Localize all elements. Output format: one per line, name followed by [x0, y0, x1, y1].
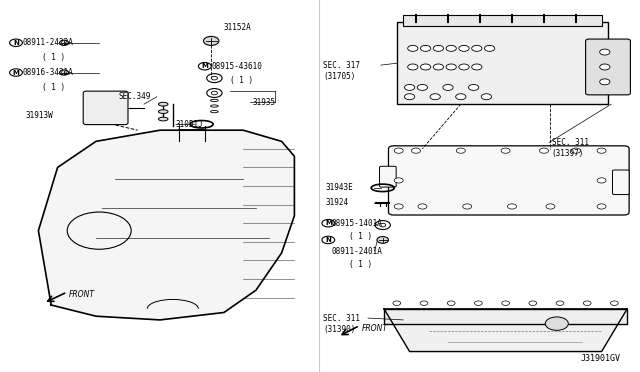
Circle shape — [484, 45, 495, 51]
Circle shape — [456, 94, 466, 100]
Circle shape — [394, 204, 403, 209]
Circle shape — [463, 204, 472, 209]
Text: 08911-2422A: 08911-2422A — [22, 38, 73, 47]
Text: 31924: 31924 — [325, 198, 348, 207]
Circle shape — [572, 148, 580, 153]
Text: 31152A: 31152A — [224, 23, 252, 32]
Text: ( 1 ): ( 1 ) — [349, 232, 372, 241]
Circle shape — [529, 301, 536, 305]
Circle shape — [393, 301, 401, 305]
Circle shape — [508, 204, 516, 209]
Text: 08915-43610: 08915-43610 — [211, 62, 262, 71]
Circle shape — [472, 64, 482, 70]
Text: SEC. 311: SEC. 311 — [323, 314, 360, 323]
Circle shape — [447, 301, 455, 305]
Text: J31901GV: J31901GV — [581, 354, 621, 363]
Circle shape — [408, 45, 418, 51]
Circle shape — [481, 94, 492, 100]
Circle shape — [545, 317, 568, 330]
Text: ( 1 ): ( 1 ) — [349, 260, 372, 269]
Text: (31390): (31390) — [323, 326, 356, 334]
Circle shape — [597, 178, 606, 183]
Circle shape — [597, 148, 606, 153]
Circle shape — [408, 64, 418, 70]
Circle shape — [433, 64, 444, 70]
Text: ( 1 ): ( 1 ) — [42, 53, 65, 62]
Circle shape — [459, 64, 469, 70]
Text: SEC. 317: SEC. 317 — [323, 61, 360, 70]
Circle shape — [472, 45, 482, 51]
Ellipse shape — [158, 117, 168, 121]
Circle shape — [394, 178, 403, 183]
Text: (31705): (31705) — [323, 72, 356, 81]
Circle shape — [404, 94, 415, 100]
Circle shape — [446, 45, 456, 51]
Polygon shape — [384, 309, 627, 352]
Text: SEC.349: SEC.349 — [118, 92, 151, 101]
Text: 31051J: 31051J — [176, 120, 204, 129]
Circle shape — [204, 36, 219, 45]
Circle shape — [501, 148, 510, 153]
Circle shape — [597, 204, 606, 209]
Circle shape — [420, 64, 431, 70]
Circle shape — [377, 237, 388, 243]
Circle shape — [60, 40, 68, 45]
Text: M: M — [325, 220, 332, 226]
Ellipse shape — [158, 110, 168, 113]
Circle shape — [443, 84, 453, 90]
Circle shape — [502, 301, 509, 305]
FancyBboxPatch shape — [388, 146, 629, 215]
FancyBboxPatch shape — [380, 166, 396, 187]
Text: ( 1 ): ( 1 ) — [42, 83, 65, 92]
FancyBboxPatch shape — [403, 15, 602, 26]
Circle shape — [430, 94, 440, 100]
FancyBboxPatch shape — [83, 91, 128, 125]
Text: M: M — [13, 70, 19, 76]
Circle shape — [418, 204, 427, 209]
Circle shape — [584, 301, 591, 305]
Circle shape — [600, 64, 610, 70]
Text: SEC. 311: SEC. 311 — [552, 138, 589, 147]
Circle shape — [60, 70, 68, 75]
Text: M: M — [202, 63, 208, 69]
Circle shape — [433, 45, 444, 51]
Text: 08916-3421A: 08916-3421A — [22, 68, 73, 77]
Circle shape — [600, 49, 610, 55]
FancyBboxPatch shape — [586, 39, 630, 95]
Text: N: N — [325, 237, 332, 243]
Text: 31913W: 31913W — [26, 111, 53, 120]
Text: 08911-2401A: 08911-2401A — [332, 247, 382, 256]
Text: ( 1 ): ( 1 ) — [230, 76, 253, 85]
Circle shape — [412, 148, 420, 153]
Text: 31935: 31935 — [253, 98, 276, 107]
Text: 31943E: 31943E — [325, 183, 353, 192]
Circle shape — [420, 301, 428, 305]
Circle shape — [546, 204, 555, 209]
Circle shape — [404, 84, 415, 90]
Circle shape — [456, 148, 465, 153]
Text: 08915-1401A: 08915-1401A — [332, 219, 382, 228]
Circle shape — [611, 301, 618, 305]
Ellipse shape — [158, 102, 168, 106]
FancyBboxPatch shape — [612, 170, 629, 195]
Circle shape — [420, 45, 431, 51]
Text: FRONT: FRONT — [362, 324, 388, 333]
Polygon shape — [38, 130, 294, 320]
Circle shape — [475, 301, 483, 305]
Text: FRONT: FRONT — [69, 290, 95, 299]
Circle shape — [540, 148, 548, 153]
FancyBboxPatch shape — [384, 309, 627, 324]
Circle shape — [468, 84, 479, 90]
FancyBboxPatch shape — [397, 22, 608, 104]
Text: N: N — [13, 40, 19, 46]
Circle shape — [446, 64, 456, 70]
Circle shape — [417, 84, 428, 90]
Circle shape — [600, 79, 610, 85]
Circle shape — [394, 148, 403, 153]
Circle shape — [459, 45, 469, 51]
Text: (31397): (31397) — [552, 149, 584, 158]
Circle shape — [556, 301, 564, 305]
